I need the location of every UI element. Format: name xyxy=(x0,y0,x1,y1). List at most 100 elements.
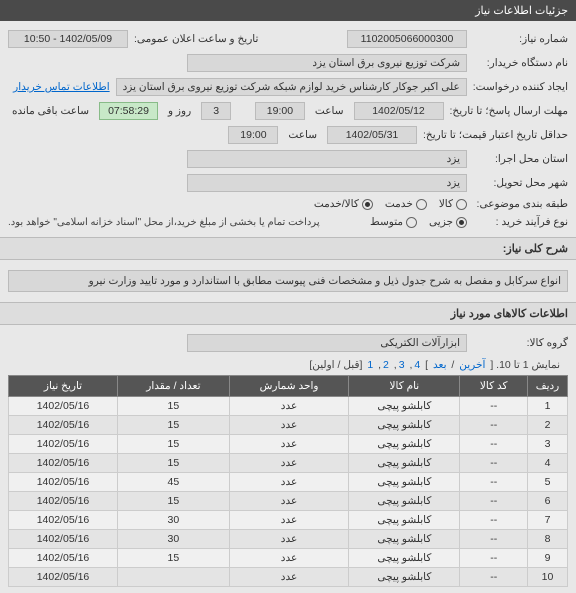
table-cell: عدد xyxy=(229,416,348,435)
table-cell: عدد xyxy=(229,435,348,454)
table-cell: 1402/05/16 xyxy=(9,492,118,511)
table-cell: 9 xyxy=(528,549,568,568)
col-code: کد کالا xyxy=(460,376,528,397)
page-2[interactable]: 2 xyxy=(383,359,389,371)
buyer-contact-link[interactable]: اطلاعات تماس خریدار xyxy=(13,81,109,93)
page-3[interactable]: 3 xyxy=(399,359,405,371)
table-cell: 1402/05/16 xyxy=(9,435,118,454)
pagination-next[interactable]: بعد xyxy=(433,359,447,371)
table-cell: 1402/05/16 xyxy=(9,511,118,530)
header-title: جزئیات اطلاعات نیاز xyxy=(475,5,568,17)
header-bar: جزئیات اطلاعات نیاز xyxy=(0,0,576,21)
table-cell: 1402/05/16 xyxy=(9,416,118,435)
row-deadline: مهلت ارسال پاسخ؛ تا تاریخ: 1402/05/12 سا… xyxy=(8,99,568,123)
table-cell: 15 xyxy=(117,416,229,435)
row-city: شهر محل تحویل: یزد xyxy=(8,171,568,195)
table-cell: عدد xyxy=(229,549,348,568)
table-cell: 45 xyxy=(117,473,229,492)
col-name: نام کالا xyxy=(349,376,460,397)
grouping-label: طبقه بندی موضوعی: xyxy=(473,198,568,210)
table-row[interactable]: 2--کابلشو پیچیعدد151402/05/16 xyxy=(9,416,568,435)
page-4[interactable]: 4 xyxy=(414,359,420,371)
table-row[interactable]: 3--کابلشو پیچیعدد151402/05/16 xyxy=(9,435,568,454)
payment-note: پرداخت تمام یا بخشی از مبلغ خرید،از محل … xyxy=(8,217,320,228)
goods-section-title: اطلاعات کالاهای مورد نیاز xyxy=(0,302,576,325)
goods-group-label: گروه کالا: xyxy=(473,337,568,349)
table-cell: 1402/05/16 xyxy=(9,530,118,549)
table-cell: کابلشو پیچی xyxy=(349,492,460,511)
table-cell: کابلشو پیچی xyxy=(349,473,460,492)
table-cell: 4 xyxy=(528,454,568,473)
table-cell: 5 xyxy=(528,473,568,492)
city-value: یزد xyxy=(187,174,467,192)
table-cell: کابلشو پیچی xyxy=(349,397,460,416)
deadline-label: مهلت ارسال پاسخ؛ تا تاریخ: xyxy=(450,105,569,117)
table-cell: 1402/05/16 xyxy=(9,549,118,568)
row-requester: ایجاد کننده درخواست: علی اکبر جوکار کارش… xyxy=(8,75,568,99)
radio-goods[interactable]: کالا xyxy=(439,198,467,210)
table-row[interactable]: 5--کابلشو پیچیعدد451402/05/16 xyxy=(9,473,568,492)
goods-group-value: ابزارآلات الکتریکی xyxy=(187,334,467,352)
need-number-value: 1102005066000300 xyxy=(347,30,467,48)
table-cell: 1402/05/16 xyxy=(9,454,118,473)
row-need-number: شماره نیاز: 1102005066000300 تاریخ و ساع… xyxy=(8,27,568,51)
table-cell: 30 xyxy=(117,511,229,530)
need-summary-text: انواع سرکابل و مفصل به شرح جدول ذیل و مش… xyxy=(8,270,568,292)
table-cell xyxy=(117,568,229,587)
remaining-suffix: ساعت باقی مانده xyxy=(12,105,89,117)
table-header-row: ردیف کد کالا نام کالا واحد شمارش تعداد /… xyxy=(9,376,568,397)
col-qty: تعداد / مقدار xyxy=(117,376,229,397)
validity-time: 19:00 xyxy=(228,126,278,144)
page-1[interactable]: 1 xyxy=(367,359,373,371)
table-cell: 2 xyxy=(528,416,568,435)
table-cell: -- xyxy=(460,416,528,435)
radio-medium[interactable]: متوسط xyxy=(370,216,417,228)
col-unit: واحد شمارش xyxy=(229,376,348,397)
row-purchase-type: نوع فرآیند خرید : جزیی متوسط پرداخت تمام… xyxy=(8,213,568,231)
buyer-org-label: نام دستگاه خریدار: xyxy=(473,57,568,69)
requester-label: ایجاد کننده درخواست: xyxy=(473,81,568,93)
table-cell: -- xyxy=(460,568,528,587)
col-row: ردیف xyxy=(528,376,568,397)
table-cell: 1 xyxy=(528,397,568,416)
requester-value: علی اکبر جوکار کارشناس خرید لوازم شبکه ش… xyxy=(116,78,467,96)
table-cell: -- xyxy=(460,530,528,549)
table-cell: 3 xyxy=(528,435,568,454)
radio-minor[interactable]: جزیی xyxy=(429,216,467,228)
table-cell: کابلشو پیچی xyxy=(349,454,460,473)
table-cell: 15 xyxy=(117,549,229,568)
row-grouping: طبقه بندی موضوعی: کالا خدمت کالا/خدمت xyxy=(8,195,568,213)
radio-goods-service[interactable]: کالا/خدمت xyxy=(314,198,373,210)
table-cell: کابلشو پیچی xyxy=(349,511,460,530)
table-row[interactable]: 8--کابلشو پیچیعدد301402/05/16 xyxy=(9,530,568,549)
validity-date: 1402/05/31 xyxy=(327,126,417,144)
pagination: نمایش 1 تا 10. [ آخرین / بعد ] 4, 3, 2, … xyxy=(8,355,568,375)
table-cell: عدد xyxy=(229,530,348,549)
table-row[interactable]: 9--کابلشو پیچیعدد151402/05/16 xyxy=(9,549,568,568)
table-row[interactable]: 6--کابلشو پیچیعدد151402/05/16 xyxy=(9,492,568,511)
deadline-time: 19:00 xyxy=(255,102,305,120)
table-row[interactable]: 1--کابلشو پیچیعدد151402/05/16 xyxy=(9,397,568,416)
row-goods-group: گروه کالا: ابزارآلات الکتریکی xyxy=(8,331,568,355)
deadline-time-label: ساعت xyxy=(315,105,344,117)
province-label: استان محل اجرا: xyxy=(473,153,568,165)
table-row[interactable]: 7--کابلشو پیچیعدد301402/05/16 xyxy=(9,511,568,530)
table-cell: 6 xyxy=(528,492,568,511)
table-cell: عدد xyxy=(229,397,348,416)
radio-service[interactable]: خدمت xyxy=(385,198,427,210)
table-cell: -- xyxy=(460,397,528,416)
table-cell: عدد xyxy=(229,511,348,530)
pagination-last[interactable]: آخرین xyxy=(459,359,485,371)
deadline-date: 1402/05/12 xyxy=(354,102,444,120)
validity-time-label: ساعت xyxy=(288,129,317,141)
form-section: شماره نیاز: 1102005066000300 تاریخ و ساع… xyxy=(0,21,576,237)
row-province: استان محل اجرا: یزد xyxy=(8,147,568,171)
goods-table: ردیف کد کالا نام کالا واحد شمارش تعداد /… xyxy=(8,375,568,587)
pagination-suffix: [قبل / اولین] xyxy=(309,359,362,371)
table-cell: 7 xyxy=(528,511,568,530)
table-cell: عدد xyxy=(229,568,348,587)
announce-label: تاریخ و ساعت اعلان عمومی: xyxy=(134,33,258,45)
table-row[interactable]: 4--کابلشو پیچیعدد151402/05/16 xyxy=(9,454,568,473)
table-row[interactable]: 10--کابلشو پیچیعدد1402/05/16 xyxy=(9,568,568,587)
table-cell: 1402/05/16 xyxy=(9,568,118,587)
